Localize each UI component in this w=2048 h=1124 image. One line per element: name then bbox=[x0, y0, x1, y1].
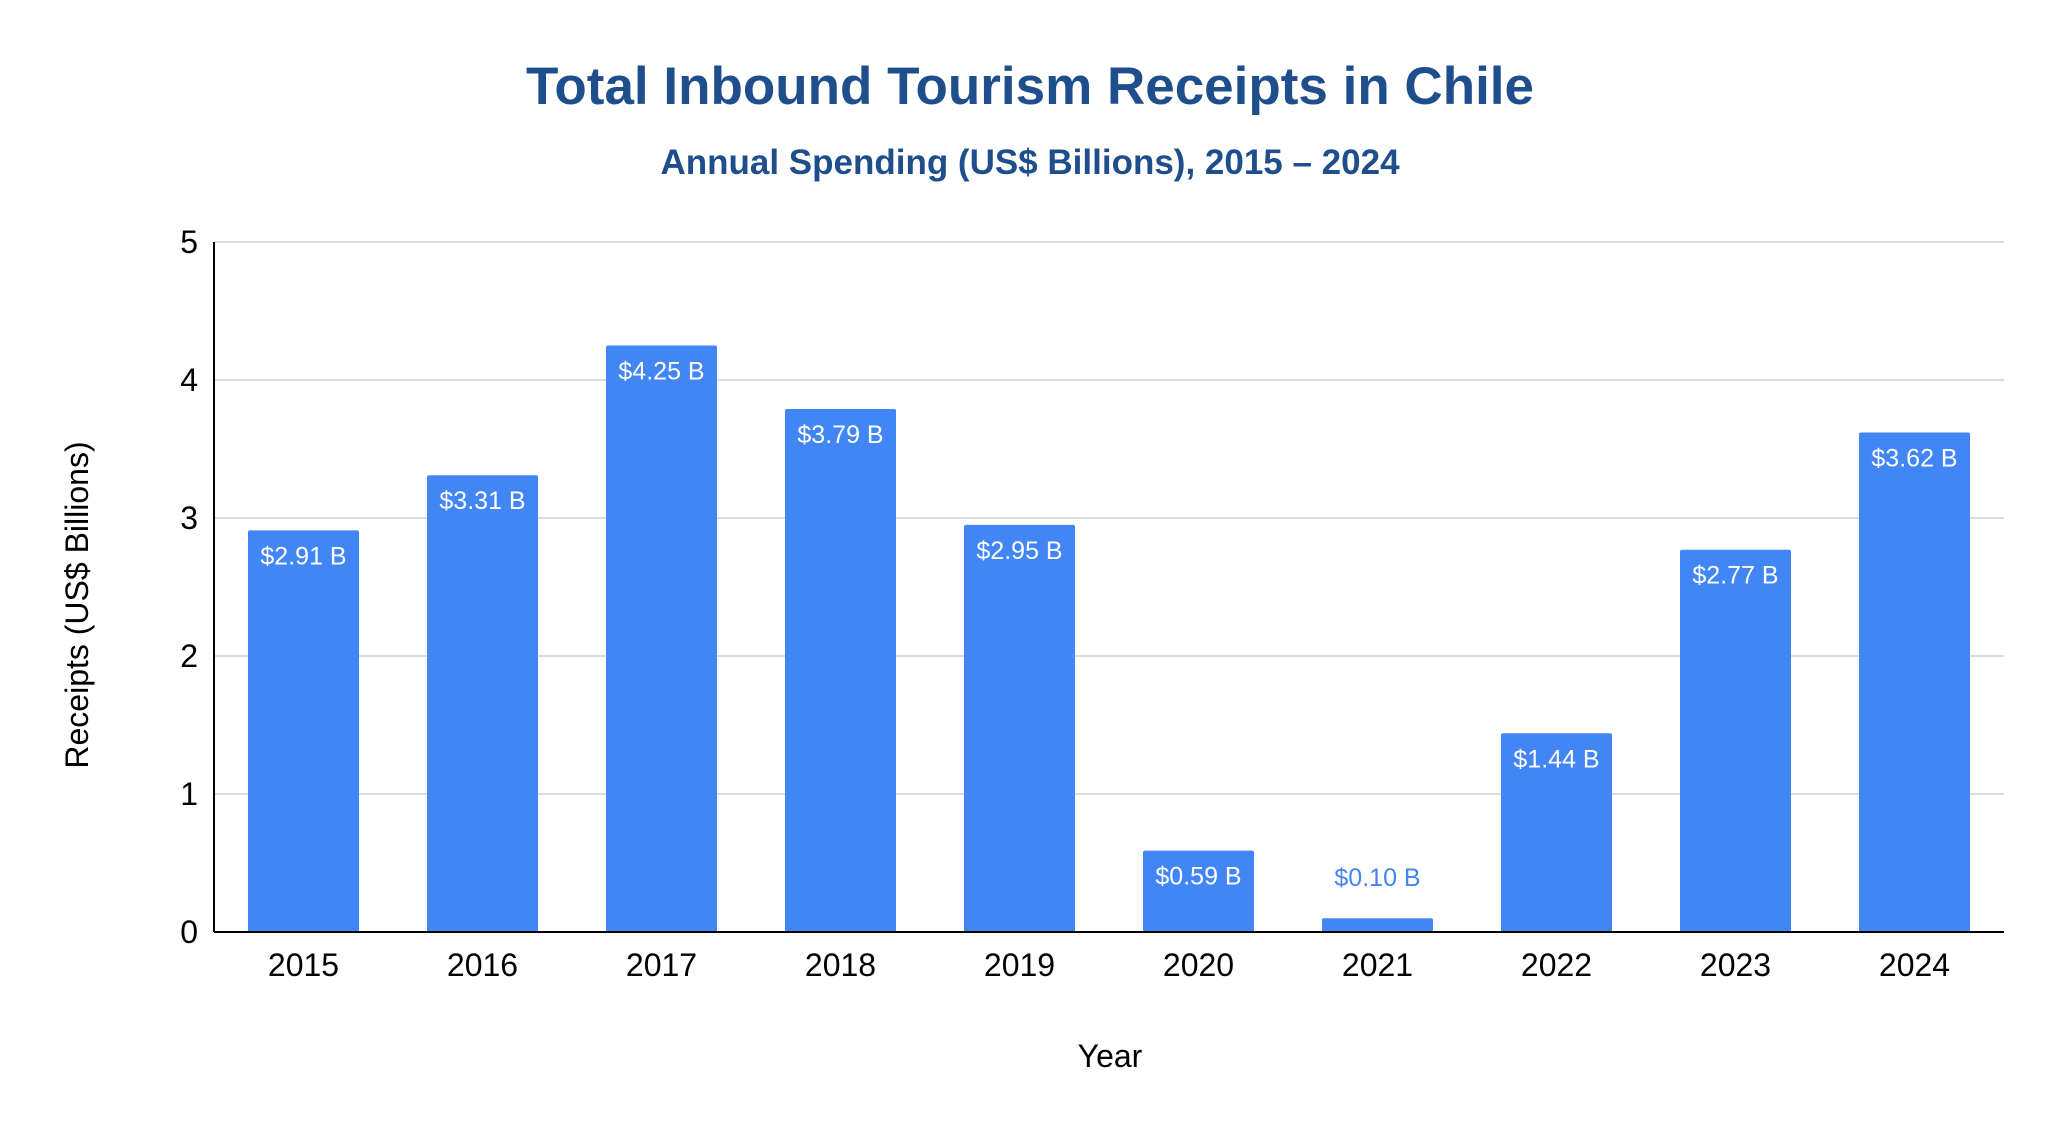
y-tick-label: 5 bbox=[180, 224, 198, 260]
chart-subtitle: Annual Spending (US$ Billions), 2015 – 2… bbox=[660, 143, 1400, 182]
x-tick-label: 2022 bbox=[1521, 947, 1592, 983]
bar bbox=[606, 345, 717, 932]
data-label: $3.31 B bbox=[439, 487, 525, 515]
data-label: $3.62 B bbox=[1871, 444, 1957, 472]
y-tick-label: 4 bbox=[180, 362, 198, 398]
bars bbox=[248, 345, 1970, 933]
x-tick-label: 2023 bbox=[1700, 947, 1771, 983]
y-tick-label: 1 bbox=[180, 776, 198, 812]
data-label: $3.79 B bbox=[797, 421, 883, 449]
bar bbox=[1322, 918, 1433, 932]
y-tick-labels: 0 1 2 3 4 5 bbox=[180, 224, 198, 950]
bar bbox=[1859, 432, 1970, 932]
y-tick-label: 3 bbox=[180, 500, 198, 536]
bar bbox=[1501, 733, 1612, 932]
x-tick-label: 2015 bbox=[268, 947, 339, 983]
data-label: $2.77 B bbox=[1692, 562, 1778, 590]
x-tick-label: 2016 bbox=[447, 947, 518, 983]
y-axis-label: Receipts (US$ Billions) bbox=[59, 441, 95, 768]
chart-title: Total Inbound Tourism Receipts in Chile bbox=[526, 57, 1534, 116]
x-tick-label: 2020 bbox=[1163, 947, 1234, 983]
data-label: $0.10 B bbox=[1334, 864, 1420, 892]
x-tick-label: 2024 bbox=[1879, 947, 1950, 983]
y-tick-label: 2 bbox=[180, 638, 198, 674]
axes bbox=[213, 242, 2004, 933]
bar bbox=[248, 530, 359, 932]
data-label: $1.44 B bbox=[1513, 745, 1599, 773]
data-label: $4.25 B bbox=[618, 358, 704, 386]
x-tick-label: 2019 bbox=[984, 947, 1055, 983]
bar bbox=[964, 524, 1075, 932]
x-axis-label: Year bbox=[1078, 1038, 1143, 1074]
x-tick-label: 2021 bbox=[1342, 947, 1413, 983]
data-labels: $2.91 B $3.31 B $4.25 B $3.79 B $2.95 B $0.59… bbox=[260, 358, 1957, 893]
x-tick-labels: 2015 2016 2017 2018 2019 2020 2021 2022 2023 2024 bbox=[268, 947, 1950, 983]
data-label: $2.95 B bbox=[976, 537, 1062, 565]
x-tick-label: 2017 bbox=[626, 947, 697, 983]
bar bbox=[1143, 850, 1254, 932]
x-tick-label: 2018 bbox=[805, 947, 876, 983]
y-tick-label: 0 bbox=[180, 914, 198, 950]
bar bbox=[785, 408, 896, 933]
bar bbox=[1680, 549, 1791, 932]
data-label: $0.59 B bbox=[1155, 863, 1241, 891]
data-label: $2.91 B bbox=[260, 542, 346, 570]
bar bbox=[427, 475, 538, 932]
